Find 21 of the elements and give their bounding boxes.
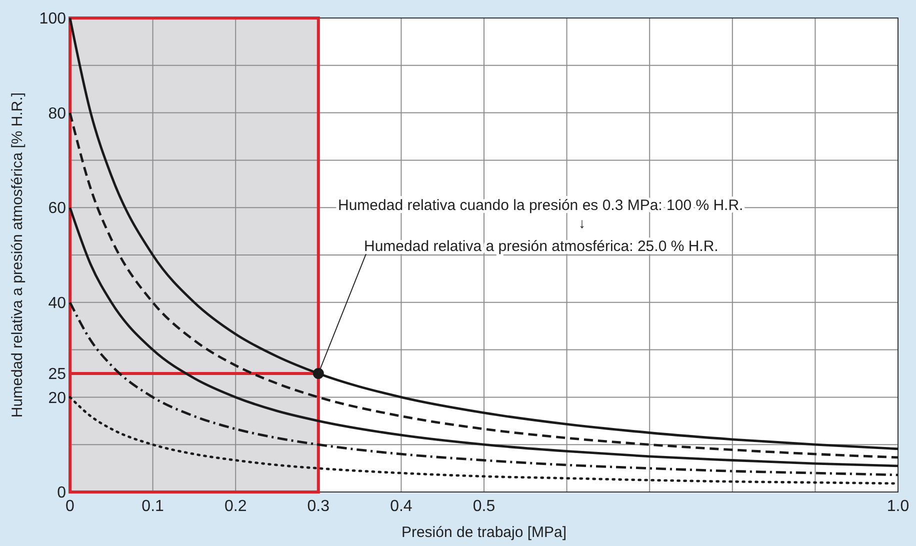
x-tick-label: 0.2 — [224, 498, 247, 515]
x-tick-label: 0.4 — [390, 498, 412, 515]
y-tick-label: 25 — [48, 366, 66, 384]
y-tick-label: 40 — [48, 295, 66, 312]
x-tick-label: 0.1 — [142, 498, 164, 515]
y-tick-label: 80 — [48, 105, 66, 122]
x-axis-title: Presión de trabajo [MPa] — [401, 524, 567, 541]
x-tick-label: 0.5 — [472, 498, 496, 515]
y-tick-label: 20 — [48, 390, 66, 407]
x-tick-label: 1.0 — [886, 498, 910, 515]
line-series — [68, 112, 900, 459]
line-series — [68, 16, 900, 450]
y-tick-label: 0 — [57, 484, 66, 502]
line-series — [68, 301, 900, 476]
y-axis-title: Humedad relativa a presión atmosférica [% H.R.] — [9, 92, 26, 418]
annotation: Humedad relativa cuando la presión es 0.3 MPa: 100 % H.R. — [338, 197, 744, 214]
annotation: Humedad relativa a presión atmosférica: 25.0 % H.R. — [364, 238, 718, 255]
x-tick-label: 0.3 — [307, 498, 330, 515]
y-tick-label: 100 — [39, 10, 66, 28]
y-tick-label: 60 — [48, 200, 66, 218]
annotation: ↓ — [578, 215, 586, 231]
